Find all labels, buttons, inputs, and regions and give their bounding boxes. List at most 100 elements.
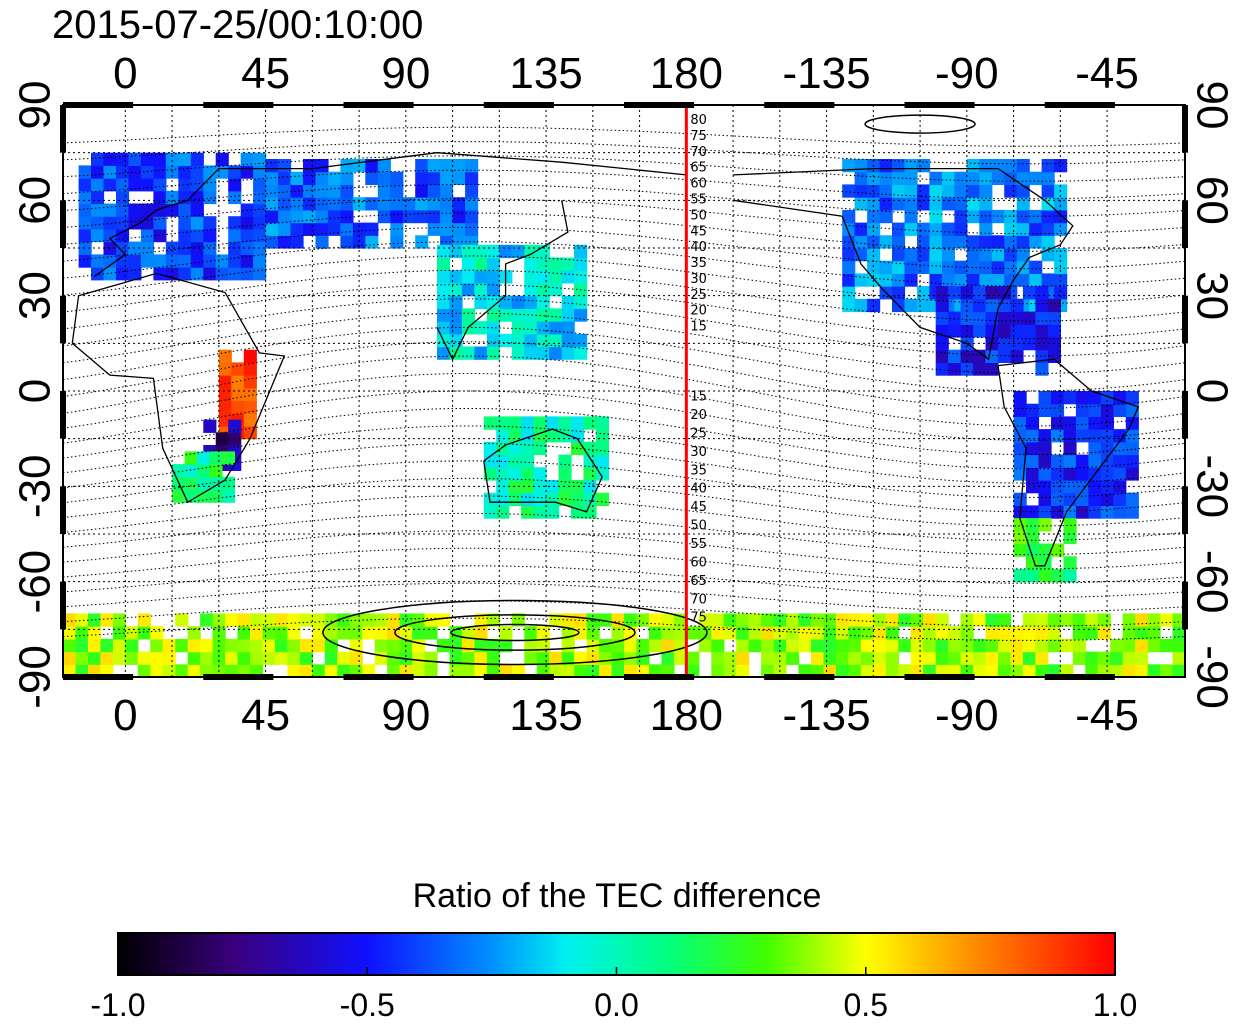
data-cell (424, 664, 438, 677)
data-cell (1054, 260, 1068, 274)
data-cell (811, 626, 825, 640)
data-cell (1051, 505, 1065, 519)
data-cell (253, 152, 267, 166)
data-cell (1147, 638, 1161, 653)
data-cell (867, 260, 881, 274)
data-cell (215, 254, 229, 268)
data-cell (979, 197, 993, 211)
data-cell (496, 454, 510, 468)
colorbar-tick-label: 0.5 (844, 987, 888, 1023)
data-cell (595, 492, 609, 506)
data-cell (278, 209, 292, 224)
data-cell (1172, 626, 1185, 640)
data-cell (904, 197, 918, 211)
contour-mlat (63, 155, 1185, 182)
data-cell (415, 159, 429, 173)
data-cell (811, 638, 825, 653)
data-cell (1035, 324, 1049, 338)
data-cell (212, 651, 226, 665)
data-cell (390, 222, 404, 236)
data-cell (599, 664, 613, 677)
data-cell (496, 429, 510, 443)
data-cell (137, 664, 151, 677)
data-cell (440, 209, 454, 224)
data-cell (549, 321, 563, 335)
data-cell (1085, 664, 1099, 677)
data-cell (1125, 492, 1139, 506)
data-cell (287, 651, 301, 665)
data-cell (474, 295, 488, 309)
data-cell (1013, 543, 1027, 557)
data-cell (140, 216, 154, 230)
data-cell (365, 235, 379, 249)
data-cell (1160, 664, 1174, 677)
data-cell (250, 626, 264, 640)
mlat-label-south: 15 (690, 390, 707, 405)
data-cell (150, 651, 164, 665)
data-cell (440, 222, 454, 236)
x-tick-bottom: 90 (381, 691, 430, 740)
data-cell (215, 432, 229, 446)
data-cell (415, 171, 429, 185)
data-cell (137, 651, 151, 665)
data-cell (508, 454, 522, 468)
data-cell (175, 638, 189, 653)
data-cell (1122, 664, 1136, 677)
data-cell (1047, 324, 1061, 338)
data-cell (324, 626, 338, 640)
data-cell (63, 651, 77, 665)
data-cell (1063, 467, 1077, 481)
data-cell (966, 171, 980, 185)
contour-mlat (63, 126, 1185, 147)
data-cell (561, 295, 575, 309)
data-cell (340, 184, 354, 198)
data-cell (190, 152, 204, 166)
data-cell (524, 626, 538, 640)
data-cell (486, 283, 500, 297)
data-cell (960, 286, 974, 300)
data-cell (427, 171, 441, 185)
data-cell (842, 184, 856, 198)
data-cell (1051, 569, 1065, 583)
data-cell (253, 267, 267, 281)
data-cell (340, 235, 354, 249)
data-cell (979, 222, 993, 236)
data-cell (1010, 626, 1024, 640)
data-cell (1004, 184, 1018, 198)
data-cell (917, 286, 931, 300)
data-cell (1172, 664, 1185, 677)
data-cell (1063, 429, 1077, 443)
data-cell (465, 209, 479, 224)
data-cell (1125, 505, 1139, 519)
data-cell (137, 626, 151, 640)
data-cell (231, 400, 245, 414)
data-cell (1026, 416, 1040, 430)
x-axis-bottom-tick-labels: 0 45 90 135 180 -135 -90 -45 (113, 691, 1139, 740)
data-cell (1038, 518, 1052, 532)
data-cell (1063, 569, 1077, 583)
mlat-label-south: 50 (690, 519, 707, 534)
frame-bar (624, 102, 695, 108)
data-cell (892, 184, 906, 198)
data-cell (437, 283, 451, 297)
data-cell (574, 270, 588, 284)
data-cell (835, 651, 849, 665)
data-cell (546, 480, 560, 494)
data-cell (1010, 664, 1024, 677)
data-cell (128, 152, 142, 166)
data-cell (823, 664, 837, 677)
data-cell (1038, 505, 1052, 519)
data-cell (549, 664, 563, 677)
data-cell (1047, 298, 1061, 313)
frame-bar (203, 102, 274, 108)
y-tick-left: -60 (11, 550, 60, 614)
data-cell (1029, 209, 1043, 224)
data-cell (1075, 505, 1089, 519)
data-cell (973, 311, 987, 325)
frame-bar (60, 391, 66, 439)
data-cell (1004, 248, 1018, 262)
data-cell (583, 454, 597, 468)
data-cell (648, 626, 662, 640)
data-cell (998, 311, 1012, 325)
data-cell (661, 626, 675, 640)
